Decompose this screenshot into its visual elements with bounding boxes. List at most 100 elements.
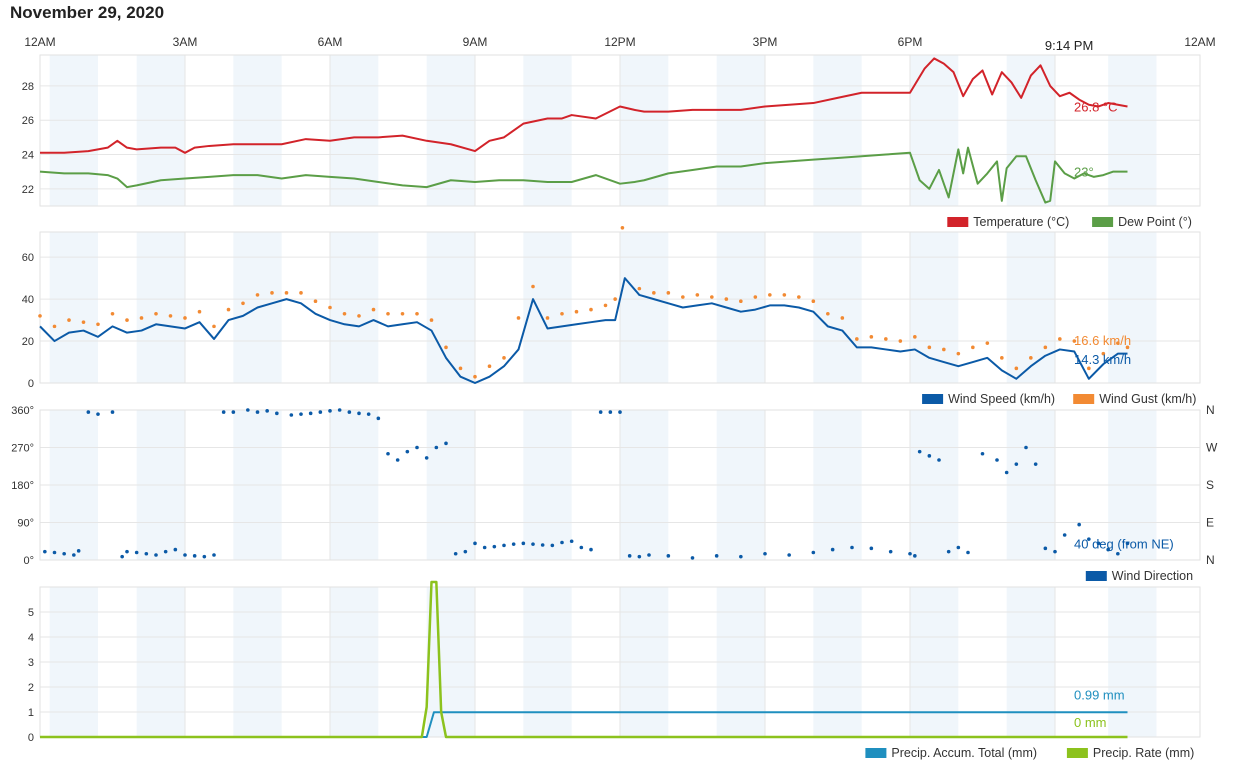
wind-direction-point (560, 540, 564, 545)
wind-direction-point (739, 554, 743, 559)
wind-gust-point (753, 295, 758, 299)
wind-gust-point (502, 356, 506, 360)
wind-direction-point (62, 551, 66, 556)
wind-gust-point (415, 311, 419, 316)
wind-direction-point (763, 551, 767, 556)
wind-speed-current-label: 14.3 km/h (1074, 352, 1131, 367)
wind-gust-point (695, 293, 700, 297)
wind-gust-point (357, 314, 361, 318)
time-axis-label: 9AM (463, 35, 488, 49)
wind-gust-point (913, 335, 917, 339)
precip-rate-line (40, 580, 1128, 739)
wind-gust-point (212, 324, 216, 329)
y-tick-label: 26 (22, 115, 34, 127)
wind-direction-point (246, 408, 250, 412)
time-axis-label: 12PM (604, 35, 635, 49)
wind-direction-point (1077, 522, 1081, 527)
y-tick-label: 24 (22, 150, 34, 162)
wind-direction-point (357, 411, 361, 416)
wind-gust-point (545, 316, 550, 320)
wind-gust-point (782, 293, 787, 297)
hour-band (1108, 55, 1157, 206)
y-tick-label: 3 (28, 657, 34, 669)
wind-direction-point (1053, 549, 1057, 554)
compass-tick-label: S (1206, 478, 1214, 492)
wind-direction-point (395, 458, 400, 462)
wind-direction-point (265, 409, 269, 413)
wind-gust-point (371, 307, 376, 312)
wind-direction-point (415, 445, 419, 450)
y-tick-label: 0 (28, 732, 34, 744)
wind-direction-point (289, 413, 294, 417)
wind-gust-point (840, 316, 845, 320)
wind-gust-point (473, 374, 477, 379)
compass-tick-label: W (1206, 441, 1218, 455)
legend-label: Wind Direction (1112, 569, 1193, 583)
wind-gust-point (869, 335, 874, 339)
y-tick-label: 28 (22, 81, 34, 93)
wind-gust-point (81, 320, 86, 324)
legend-swatch (1066, 748, 1088, 758)
y-tick-label: 0° (23, 555, 34, 567)
wind-direction-point (966, 550, 970, 555)
wind-direction-point (569, 539, 574, 544)
wind-gust-point (1087, 366, 1091, 371)
wind-gust-point (652, 291, 656, 295)
wind-gust-point (724, 297, 729, 301)
legend-label: Dew Point (°) (1118, 215, 1192, 229)
wind-direction-point (913, 554, 917, 558)
wind-gust-point (342, 311, 347, 316)
wind-gust-point (52, 324, 57, 329)
wind-gust-point (666, 291, 671, 295)
date-title: November 29, 2020 (10, 3, 165, 22)
legend-swatch (1085, 571, 1107, 581)
time-axis-label: 6PM (898, 35, 923, 49)
wind-direction-point (308, 411, 313, 416)
wind-direction-point (995, 458, 999, 462)
legend-swatch (865, 748, 887, 758)
wind-direction-point (627, 554, 632, 558)
wind-direction-point (192, 554, 197, 558)
wind-direction-point (917, 449, 922, 454)
wind-direction-point (444, 441, 448, 446)
legend-label: Wind Gust (km/h) (1099, 392, 1196, 406)
hour-band (330, 232, 379, 383)
wind-direction-point (540, 543, 545, 547)
y-tick-label: 90° (17, 518, 34, 530)
wind-gust-point (1000, 356, 1004, 360)
wind-direction-point (927, 454, 932, 458)
wind-direction-point (231, 410, 236, 414)
wind-gust-point (855, 337, 859, 341)
legend-swatch (922, 394, 944, 404)
wind-gust-point (487, 364, 492, 369)
hour-band (49, 55, 98, 206)
wind-gust-point (38, 314, 42, 318)
compass-tick-label: N (1206, 553, 1215, 567)
wind-direction-point (492, 544, 497, 549)
wind-gust-point (458, 366, 463, 371)
temperature-current-label: 26.8 °C (1074, 99, 1118, 114)
compass-tick-label: N (1206, 403, 1215, 417)
legend-label: Precip. Accum. Total (mm) (891, 746, 1037, 760)
wind-direction-point (714, 554, 719, 558)
y-tick-label: 60 (22, 252, 34, 264)
legend-label: Temperature (°C) (973, 215, 1069, 229)
hour-band (620, 232, 669, 383)
wind-direction-point (1033, 462, 1038, 466)
wind-direction-point (347, 410, 352, 414)
wind-gust-point (1072, 339, 1077, 343)
legend-label: Wind Speed (km/h) (948, 392, 1055, 406)
wind-gust-current-label: 16.6 km/h (1074, 333, 1131, 348)
wind-speed-line (39, 277, 1128, 384)
wind-direction-point (830, 547, 835, 552)
wind-direction-point (1125, 541, 1130, 546)
wind-gust-point (125, 318, 129, 322)
wind-direction-point (96, 412, 100, 416)
wind-direction-point (579, 545, 584, 550)
wind-gust-point (927, 345, 932, 350)
y-tick-label: 4 (28, 632, 34, 644)
wind-gust-point (168, 314, 173, 318)
wind-gust-point (328, 305, 332, 310)
y-tick-label: 1 (28, 707, 34, 719)
wind-direction-point (163, 549, 168, 554)
